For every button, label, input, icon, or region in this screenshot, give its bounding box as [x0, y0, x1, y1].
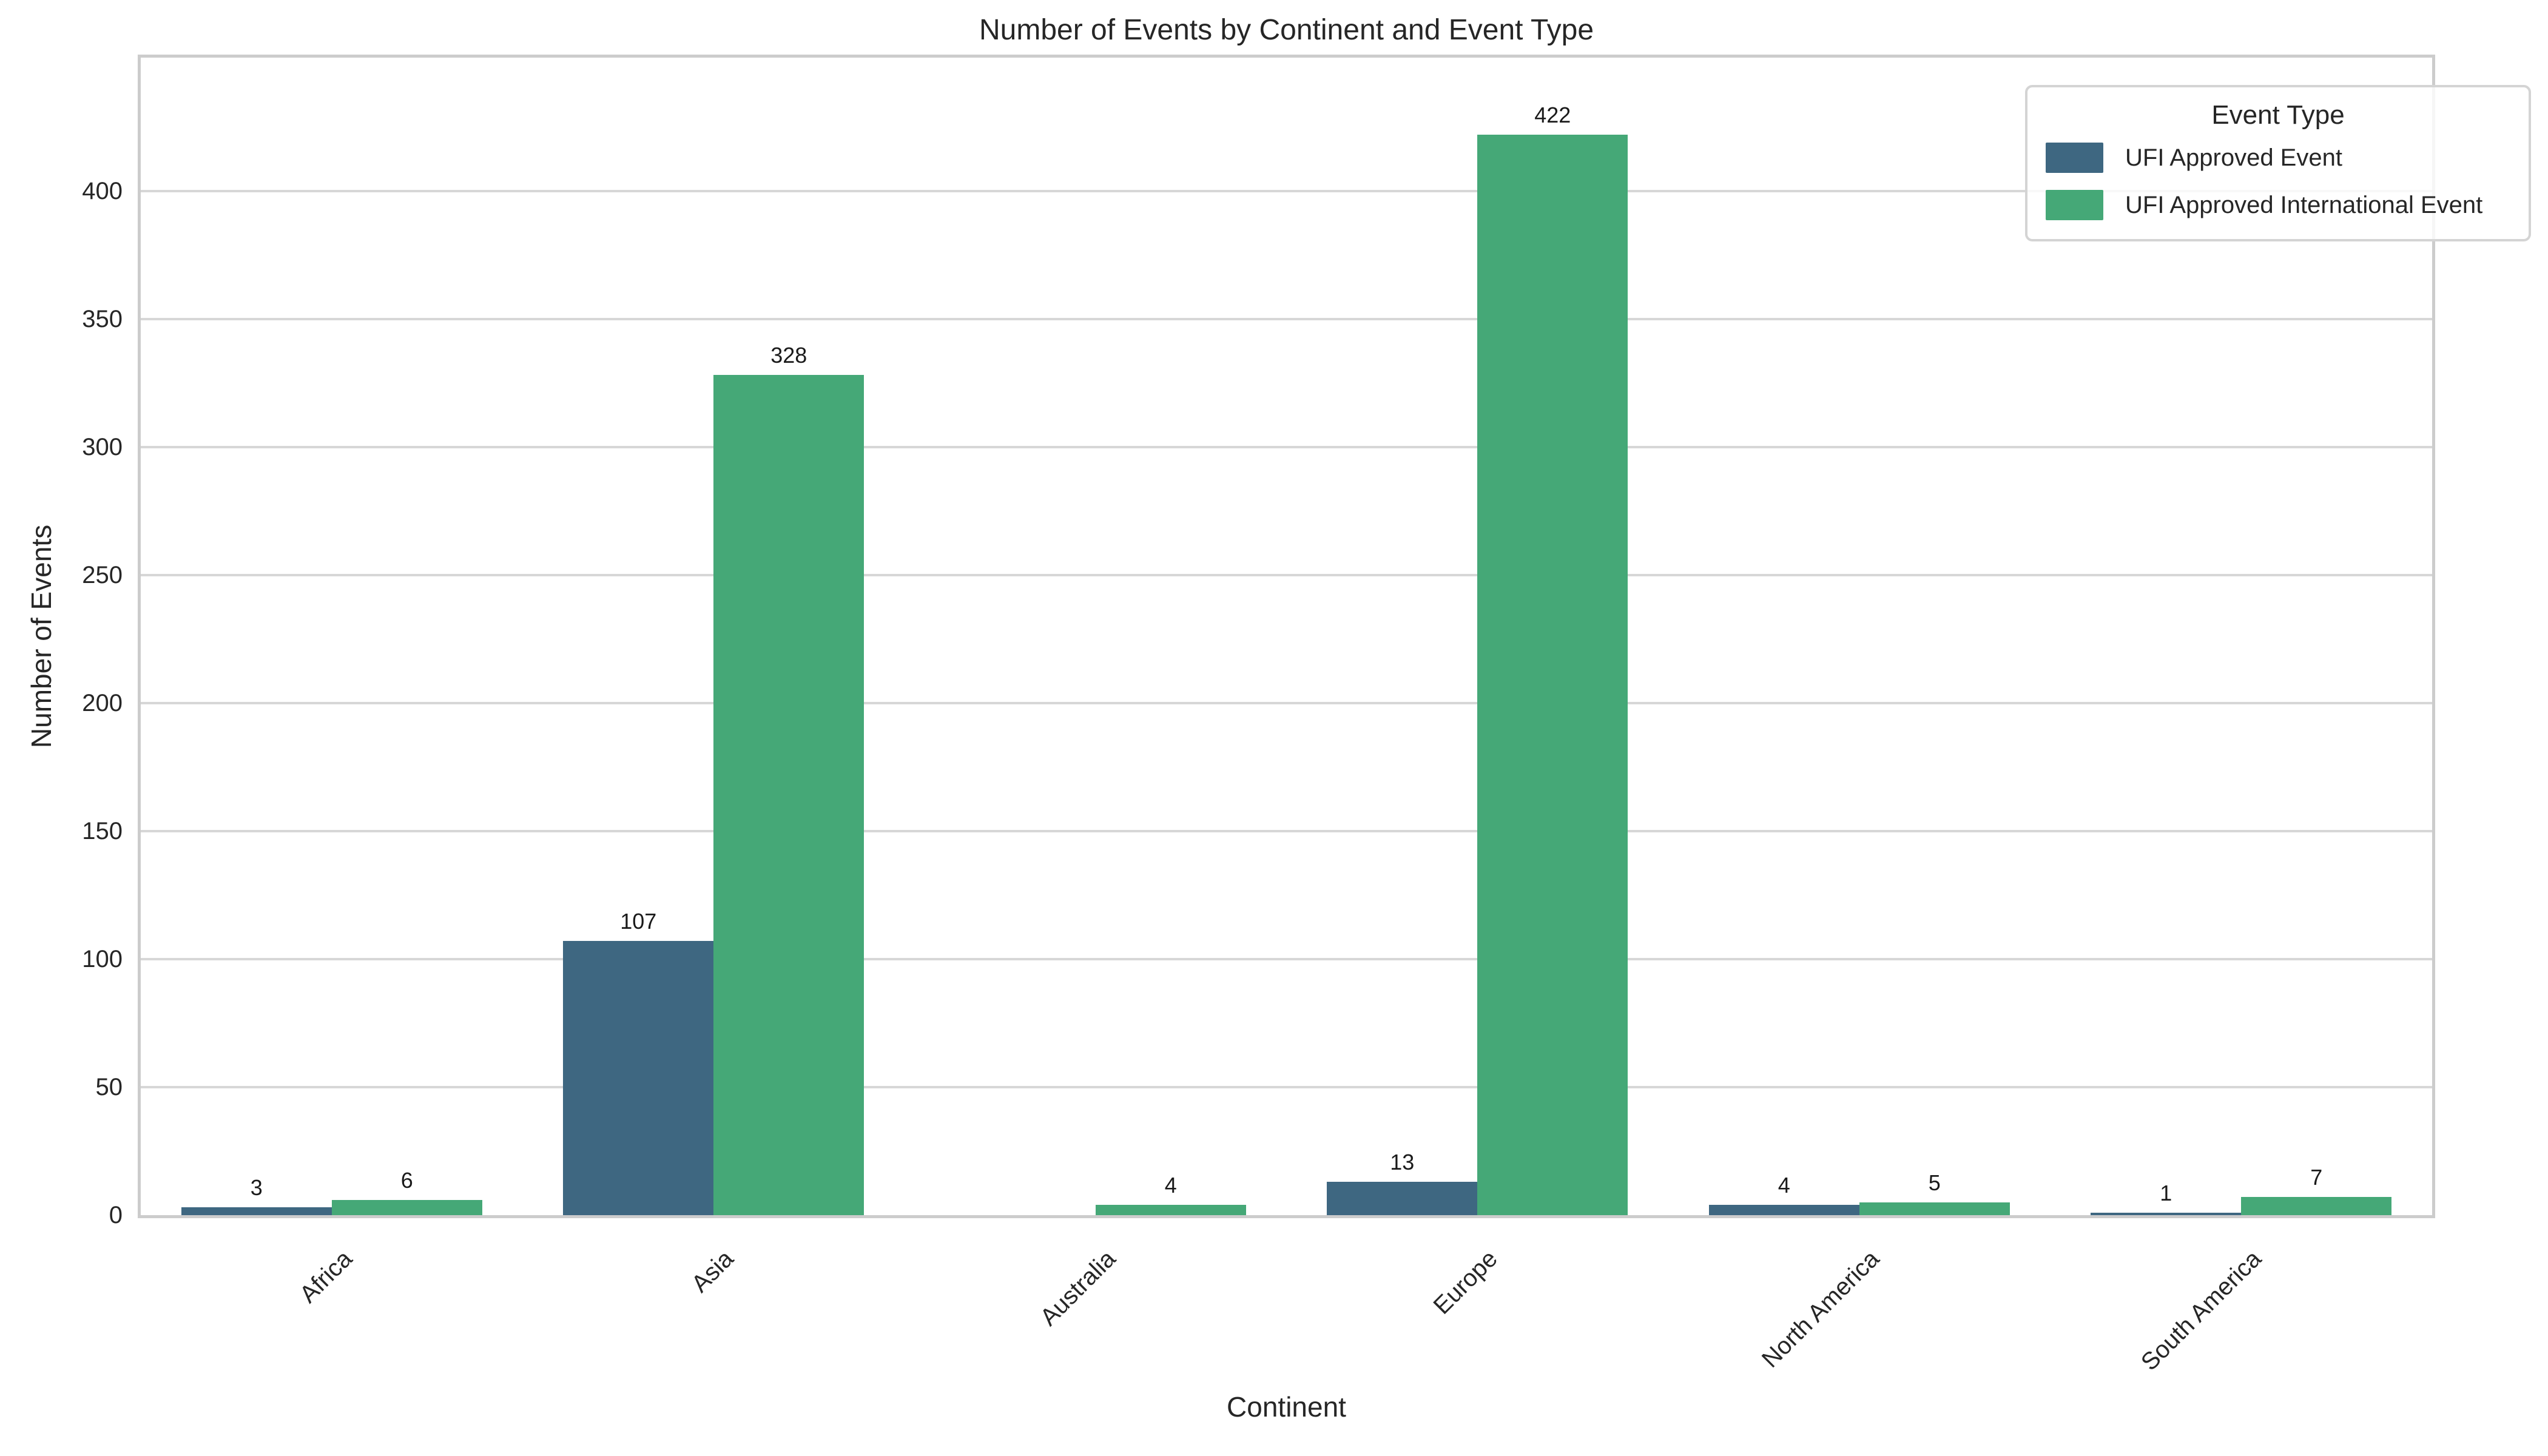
bar-value-label: 13 [1390, 1150, 1415, 1175]
legend: Event Type UFI Approved Event UFI Approve… [2025, 85, 2531, 241]
y-tick-label: 300 [82, 433, 123, 460]
bar [2091, 1212, 2242, 1215]
y-tick-label: 200 [82, 689, 123, 716]
y-tick-label: 350 [82, 305, 123, 332]
legend-item: UFI Approved Event [2046, 142, 2510, 174]
plot-area: 3 6 107 328 4 13 422 4 5 1 7 [138, 55, 2435, 1218]
y-tick-label: 100 [82, 945, 123, 972]
left-spine [138, 55, 141, 1218]
gridline [141, 317, 2432, 320]
y-tick-label: 0 [109, 1202, 123, 1228]
bar-value-label: 328 [770, 343, 807, 368]
right-spine [2432, 55, 2435, 1218]
x-axis-spine [138, 1215, 2435, 1218]
bar [713, 375, 864, 1215]
gridline [141, 445, 2432, 448]
x-tick-label: South America [2136, 1245, 2267, 1376]
bar-value-label: 422 [1534, 102, 1571, 127]
gridline [141, 957, 2432, 960]
bar-value-label: 4 [1778, 1173, 1790, 1198]
top-spine [138, 55, 2435, 58]
gridline [141, 1085, 2432, 1088]
y-tick-label: 50 [95, 1073, 123, 1100]
x-tick-label: Asia [686, 1245, 740, 1298]
bar [331, 1199, 482, 1215]
bar [1327, 1182, 1478, 1215]
bar [563, 941, 714, 1215]
bar [1095, 1205, 1246, 1215]
gridline [141, 573, 2432, 576]
legend-item-label: UFI Approved Event [2125, 144, 2342, 171]
bar [1859, 1202, 2010, 1215]
bar-value-label: 6 [400, 1167, 413, 1193]
y-tick-label: 250 [82, 561, 123, 588]
bar-value-label: 1 [2160, 1180, 2172, 1205]
bar [1708, 1205, 1859, 1215]
bar-value-label: 5 [1928, 1170, 1941, 1195]
legend-swatch [2046, 190, 2103, 220]
bar-value-label: 7 [2310, 1165, 2323, 1190]
bar [1477, 134, 1628, 1215]
gridline [141, 701, 2432, 704]
bar [2241, 1197, 2392, 1215]
x-tick-label: North America [1757, 1245, 1885, 1373]
bar-value-label: 3 [250, 1175, 263, 1201]
x-tick-label: Europe [1428, 1245, 1503, 1320]
gridline [141, 189, 2432, 192]
y-tick-label: 150 [82, 817, 123, 844]
legend-swatch [2046, 143, 2103, 173]
bar-value-label: 107 [620, 909, 657, 934]
legend-item-label: UFI Approved International Event [2125, 192, 2483, 218]
bar-value-label: 4 [1164, 1173, 1177, 1198]
legend-title: Event Type [2211, 100, 2345, 130]
chart-title: Number of Events by Continent and Event … [979, 14, 1594, 46]
gridline [141, 829, 2432, 832]
legend-items: UFI Approved Event UFI Approved Internati… [2046, 142, 2510, 221]
legend-item: UFI Approved International Event [2046, 189, 2510, 221]
y-tick-label: 400 [82, 177, 123, 204]
bar [181, 1207, 332, 1215]
x-tick-label: Africa [294, 1245, 357, 1309]
x-axis-label: Continent [1227, 1391, 1346, 1423]
x-tick-label: Australia [1035, 1245, 1121, 1331]
